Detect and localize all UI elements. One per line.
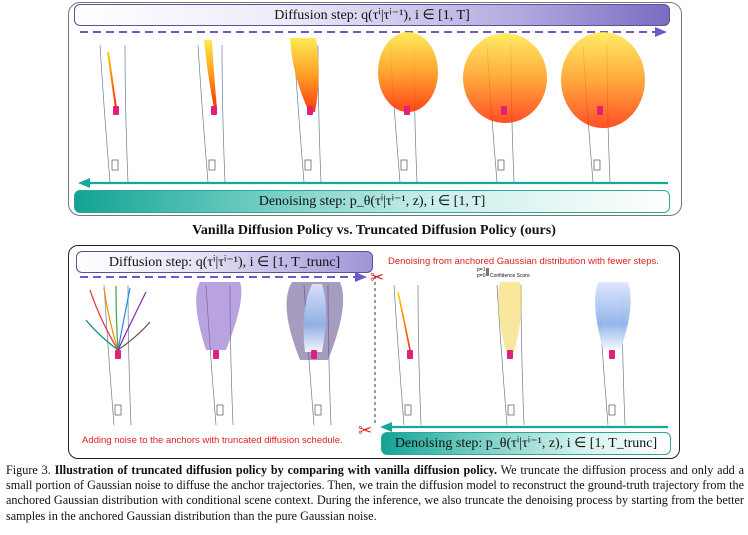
truncated-diffusion-panel [68, 245, 680, 459]
denoising-step-banner-top: Denoising step: p_θ(τⁱ|τⁱ⁻¹, z), i ∈ [1,… [74, 190, 670, 213]
noisy-samples-step6 [561, 32, 645, 128]
denoise-note: Denoising from anchored Gaussian distrib… [388, 256, 659, 267]
confidence-bar [486, 268, 489, 276]
forward-arrow-top [80, 27, 667, 37]
scissors-icon: ✂ [358, 421, 373, 441]
confidence-score-label: Confidence Score [490, 273, 530, 279]
anchor-trajectories [85, 285, 151, 351]
ego-car-top [113, 106, 603, 115]
noisy-samples-step2 [204, 40, 217, 108]
backward-arrow-top [78, 178, 668, 188]
noisy-samples-step5 [463, 33, 547, 123]
noise-note: Adding noise to the anchors with truncat… [82, 435, 343, 446]
p-low-label: p=0 [477, 273, 486, 279]
caption-text: We truncate the diffusion process and on… [6, 463, 745, 523]
diffusion-step-banner-top: Diffusion step: q(τⁱ|τⁱ⁻¹), i ∈ [1, T] [74, 4, 670, 26]
noisy-samples-step3 [290, 38, 319, 112]
denoise-samples-step1 [498, 282, 522, 352]
figure-caption: Figure 3. Illustration of truncated diff… [6, 463, 744, 524]
denoising-step-banner-bottom: Denoising step: p_θ(τⁱ|τⁱ⁻¹, z), i ∈ [1,… [381, 432, 671, 455]
scissors-icon: ✂ [370, 268, 385, 288]
diffusion-step-banner-bottom: Diffusion step: q(τⁱ|τⁱ⁻¹), i ∈ [1, T_tr… [76, 251, 373, 273]
caption-title: Illustration of truncated diffusion poli… [54, 463, 497, 477]
noisy-samples-step4 [378, 32, 438, 112]
denoise-samples-step2 [595, 282, 631, 352]
noised-anchors-core [303, 284, 326, 352]
denoised-trajectory [397, 291, 411, 351]
gt-trajectory [107, 51, 117, 109]
comparison-title: Vanilla Diffusion Policy vs. Truncated D… [192, 223, 556, 238]
forward-arrow-bottom [80, 272, 367, 282]
p-high-label: p=1 [477, 267, 486, 273]
backward-arrow-bottom [380, 422, 668, 432]
road-lines-bottom [103, 284, 626, 426]
caption-label: Figure 3. [6, 463, 51, 477]
vehicle-boxes-bottom [114, 404, 616, 416]
confidence-legend: p=1 p=0 [477, 267, 485, 279]
ego-car-bottom [115, 350, 615, 359]
noised-anchors-step1 [196, 282, 242, 350]
vehicle-boxes-top [111, 159, 601, 171]
